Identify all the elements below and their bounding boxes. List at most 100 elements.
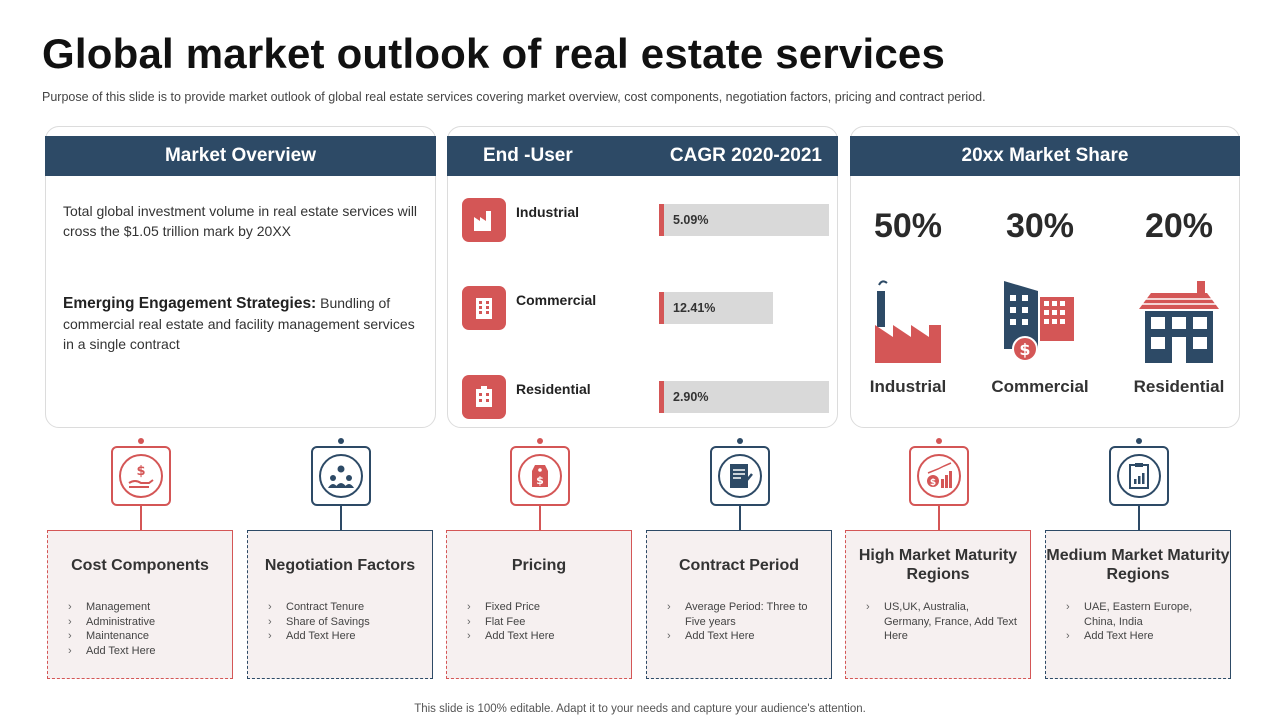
- connector-dot: [737, 438, 743, 444]
- connector-line: [539, 506, 541, 530]
- list-item: Flat Fee: [467, 615, 619, 630]
- card-title: Negotiation Factors: [264, 556, 416, 574]
- cagr-bar-track: 2.90%: [659, 381, 829, 413]
- cagr-bar-accent: [659, 292, 664, 324]
- page-title: Global market outlook of real estate ser…: [42, 30, 946, 77]
- factory-icon: [843, 265, 973, 365]
- card-negotiation-factors: Negotiation Factors Contract Tenure Shar…: [247, 530, 433, 679]
- market-share-label: Commercial: [991, 377, 1089, 396]
- cagr-heading-label: CAGR 2020-2021: [669, 145, 822, 166]
- price-tag-icon: $: [510, 446, 570, 506]
- market-share-percent: 50%: [873, 207, 943, 245]
- connector-dot: [338, 438, 344, 444]
- cagr-value: 2.90%: [673, 390, 709, 404]
- market-share-item-residential: 20% Residential: [1114, 207, 1244, 397]
- list-item: Add Text Here: [68, 644, 220, 659]
- engagement-strategies-label: Emerging Engagement Strategies:: [63, 295, 317, 312]
- market-overview-heading: Market Overview: [45, 136, 436, 176]
- cagr-bar-track: 12.41%: [659, 292, 773, 324]
- list-item: Add Text Here: [1066, 629, 1218, 644]
- list-item: Maintenance: [68, 629, 220, 644]
- list-item: Share of Savings: [268, 615, 420, 630]
- connector-dot: [138, 438, 144, 444]
- list-item: Add Text Here: [268, 629, 420, 644]
- office-building-icon: [462, 286, 506, 330]
- apartment-icon: [462, 375, 506, 419]
- connector-dot: [936, 438, 942, 444]
- card-medium-market-maturity: Medium Market Maturity Regions UAE, East…: [1045, 530, 1231, 679]
- card-list: Average Period: Three to Five years Add …: [667, 600, 819, 644]
- end-user-row-commercial: Commercial 12.41%: [462, 286, 829, 330]
- end-user-heading: End -User CAGR 2020-2021: [447, 136, 838, 176]
- end-user-heading-label: End -User: [483, 145, 573, 166]
- clipboard-chart-icon: [1109, 446, 1169, 506]
- card-cost-components: Cost Components Management Administrativ…: [47, 530, 233, 679]
- svg-text:$: $: [930, 478, 936, 488]
- card-high-market-maturity: High Market Maturity Regions US,UK, Aust…: [845, 530, 1031, 679]
- cagr-value: 12.41%: [673, 301, 716, 315]
- market-overview-paragraph: Total global investment volume in real e…: [63, 203, 418, 239]
- market-share-percent: 20%: [1144, 207, 1214, 245]
- list-item: Fixed Price: [467, 600, 619, 615]
- card-title: Pricing: [511, 556, 567, 574]
- svg-text:$: $: [136, 464, 145, 479]
- engagement-strategies-body: Bundling of commercial real estate and f…: [63, 295, 415, 352]
- connector-line: [140, 506, 142, 530]
- end-user-label: Residential: [516, 381, 591, 397]
- market-share-item-commercial: 30% $ Commercial: [975, 207, 1105, 397]
- market-share-panel: 20xx Market Share 50% Industrial 30% $ C…: [850, 126, 1240, 428]
- money-hand-icon: $: [111, 446, 171, 506]
- list-item: Average Period: Three to Five years: [667, 600, 819, 629]
- cagr-bar-accent: [659, 381, 664, 413]
- cagr-bar-accent: [659, 204, 664, 236]
- card-list: US,UK, Australia, Germany, France, Add T…: [866, 600, 1018, 644]
- end-user-label: Industrial: [516, 204, 580, 220]
- market-share-label: Industrial: [869, 377, 947, 396]
- end-user-row-industrial: Industrial 5.09%: [462, 198, 829, 242]
- svg-text:$: $: [536, 474, 544, 487]
- list-item: Administrative: [68, 615, 220, 630]
- list-item: Management: [68, 600, 220, 615]
- market-share-item-industrial: 50% Industrial: [843, 207, 973, 397]
- office-building-icon: $: [975, 265, 1105, 365]
- market-share-percent: 30%: [1005, 207, 1075, 245]
- list-item: Contract Tenure: [268, 600, 420, 615]
- cagr-value: 5.09%: [673, 213, 709, 227]
- market-share-label: Residential: [1133, 377, 1225, 396]
- contract-document-icon: [710, 446, 770, 506]
- footer-note: This slide is 100% editable. Adapt it to…: [414, 703, 866, 715]
- connector-line: [739, 506, 741, 530]
- card-list: Fixed Price Flat Fee Add Text Here: [467, 600, 619, 644]
- cagr-bar-track: 5.09%: [659, 204, 829, 236]
- connector-line: [938, 506, 940, 530]
- connector-dot: [1136, 438, 1142, 444]
- card-list: Contract Tenure Share of Savings Add Tex…: [268, 600, 420, 644]
- card-title: Medium Market Maturity Regions: [1046, 547, 1230, 583]
- card-list: UAE, Eastern Europe, China, India Add Te…: [1066, 600, 1218, 644]
- page-subtitle: Purpose of this slide is to provide mark…: [42, 90, 986, 104]
- connector-line: [1138, 506, 1140, 530]
- svg-text:$: $: [1019, 340, 1030, 359]
- list-item: Add Text Here: [667, 629, 819, 644]
- card-title: Cost Components: [71, 556, 209, 574]
- end-user-panel: End -User CAGR 2020-2021 Industrial 5.09…: [447, 126, 838, 428]
- card-title: High Market Maturity Regions: [858, 547, 1018, 583]
- card-contract-period: Contract Period Average Period: Three to…: [646, 530, 832, 679]
- card-pricing: Pricing Fixed Price Flat Fee Add Text He…: [446, 530, 632, 679]
- end-user-label: Commercial: [516, 292, 597, 308]
- connector-dot: [537, 438, 543, 444]
- house-icon: [1114, 265, 1244, 365]
- market-share-heading: 20xx Market Share: [850, 136, 1240, 176]
- card-list: Management Administrative Maintenance Ad…: [68, 600, 220, 658]
- list-item: UAE, Eastern Europe, China, India: [1066, 600, 1218, 629]
- factory-icon: [462, 198, 506, 242]
- list-item: US,UK, Australia, Germany, France, Add T…: [866, 600, 1018, 644]
- end-user-row-residential: Residential 2.90%: [462, 375, 829, 419]
- connector-line: [340, 506, 342, 530]
- growth-chart-icon: $: [909, 446, 969, 506]
- team-network-icon: [311, 446, 371, 506]
- list-item: Add Text Here: [467, 629, 619, 644]
- engagement-strategies-text: Emerging Engagement Strategies: Bundling…: [63, 293, 423, 354]
- market-overview-panel: Market Overview Total global investment …: [45, 126, 436, 428]
- card-title: Contract Period: [678, 556, 799, 574]
